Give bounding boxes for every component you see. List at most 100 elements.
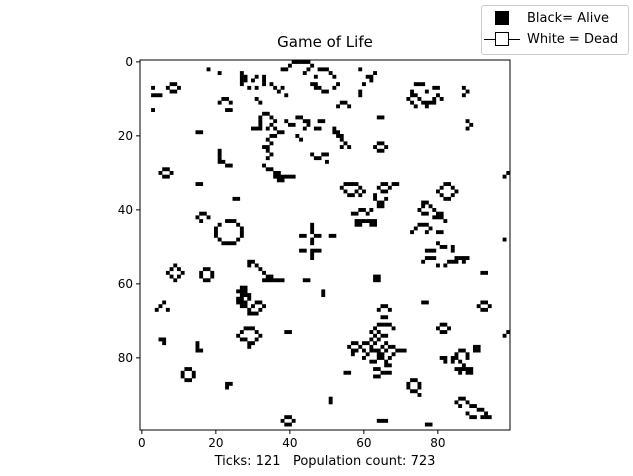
alive-cell [228, 241, 233, 246]
alive-cell [239, 71, 244, 75]
alive-cell [480, 307, 485, 312]
alive-cell [180, 374, 185, 379]
alive-cell [158, 304, 163, 309]
alive-cell [232, 219, 237, 223]
alive-cell [332, 130, 337, 135]
alive-cell [325, 89, 329, 94]
alive-cell [239, 289, 244, 294]
alive-cell [273, 134, 278, 138]
alive-cell [380, 322, 385, 327]
alive-cell [417, 385, 422, 390]
alive-cell [458, 359, 463, 364]
alive-cell [391, 344, 396, 349]
alive-cell [424, 211, 429, 216]
alive-cell [439, 245, 444, 249]
alive-cell [328, 233, 333, 238]
alive-cell [243, 337, 248, 342]
alive-cell [402, 348, 407, 353]
alive-cell [447, 259, 451, 264]
alive-cell [436, 230, 440, 235]
alive-cell [373, 367, 377, 371]
alive-cell [358, 208, 363, 212]
alive-cell [247, 311, 252, 316]
life-board[interactable]: 0 20 40 60 80 0 20 40 60 80 [118, 55, 511, 450]
alive-cell [380, 333, 385, 338]
alive-cell [417, 222, 422, 227]
alive-cell [421, 204, 426, 209]
alive-cell [258, 333, 263, 338]
alive-cell [421, 82, 426, 87]
alive-cell [373, 333, 377, 338]
alive-cell [350, 348, 355, 353]
alive-cell [202, 267, 207, 272]
alive-cell [380, 352, 385, 357]
alive-cell [236, 222, 241, 227]
alive-cell [461, 259, 466, 264]
alive-cell [465, 367, 470, 371]
alive-cell [284, 174, 289, 179]
alive-cell [376, 322, 381, 327]
alive-cell [151, 108, 155, 112]
alive-cell [428, 422, 433, 427]
alive-cell [439, 185, 444, 190]
alive-cell [214, 233, 218, 238]
alive-cell [288, 174, 292, 179]
alive-cell [199, 130, 204, 135]
alive-cell [417, 393, 422, 397]
alive-cell [225, 241, 229, 246]
alive-cell [177, 267, 181, 272]
alive-cell [380, 182, 385, 186]
alive-cell [439, 356, 444, 360]
alive-cell [450, 193, 455, 198]
alive-cell [432, 100, 437, 105]
alive-cell [269, 115, 274, 120]
alive-cell [443, 182, 448, 186]
alive-cell [258, 115, 263, 120]
alive-cell [436, 189, 440, 194]
alive-cell [247, 341, 252, 346]
alive-cell [288, 415, 292, 420]
alive-cell [350, 193, 355, 198]
alive-cell [239, 337, 244, 342]
alive-cell [410, 100, 414, 105]
alive-cell [454, 352, 459, 357]
alive-cell [480, 407, 485, 412]
alive-cell [310, 63, 315, 68]
alive-cell [376, 148, 381, 153]
alive-cell [217, 71, 222, 75]
alive-cell [321, 289, 326, 294]
alive-cell [376, 356, 381, 360]
alive-cell [484, 307, 488, 312]
alive-cell [447, 182, 451, 186]
alive-cell [384, 189, 389, 194]
alive-cell [410, 93, 414, 98]
alive-cell [421, 100, 426, 105]
alive-cell [387, 370, 392, 375]
alive-cell [373, 359, 377, 364]
alive-cell [173, 278, 178, 283]
alive-cell [247, 293, 252, 297]
alive-cell [191, 374, 196, 379]
alive-cell [269, 141, 274, 146]
alive-cell [458, 370, 463, 375]
alive-cell [380, 418, 385, 423]
alive-cell [302, 278, 307, 283]
alive-square-icon [495, 11, 509, 25]
alive-cell [465, 89, 470, 94]
alive-cell [436, 93, 440, 98]
alive-cell [265, 137, 270, 142]
alive-cell [262, 278, 266, 283]
alive-cell [173, 263, 178, 268]
alive-cell [424, 256, 429, 260]
alive-cell [276, 89, 281, 94]
alive-cell [439, 211, 444, 216]
alive-cell [369, 359, 374, 364]
alive-cell [373, 348, 377, 353]
alive-cell [458, 256, 463, 260]
alive-cell [350, 341, 355, 346]
alive-cell [410, 89, 414, 94]
alive-cell [158, 93, 163, 98]
alive-cell [421, 300, 426, 305]
alive-cell [313, 74, 318, 79]
alive-cell [184, 367, 189, 371]
